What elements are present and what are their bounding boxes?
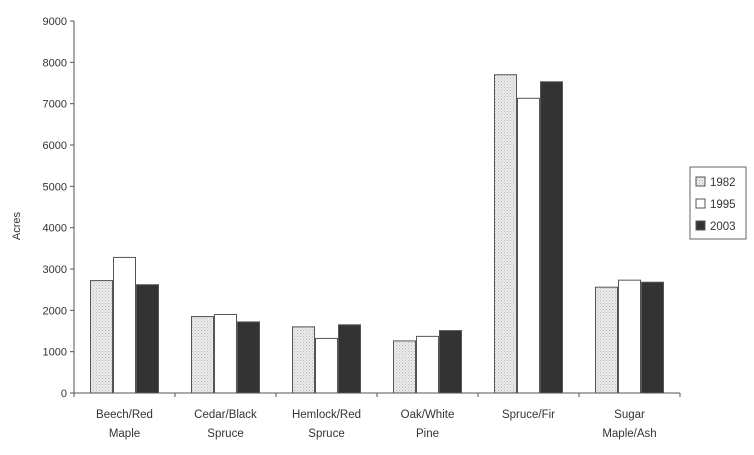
bar-1982 (494, 74, 517, 394)
legend-swatch-1982 (695, 176, 706, 187)
legend-swatch-1995 (695, 198, 706, 209)
legend-label-2003: 2003 (710, 221, 736, 233)
bar-1995 (416, 335, 439, 394)
bar-2003 (540, 81, 563, 394)
x-tick-label: Beech/Red Maple (96, 409, 153, 440)
bar-2003 (136, 284, 159, 394)
legend-label-1995: 1995 (710, 199, 736, 211)
y-tick-label: 2000 (43, 305, 67, 317)
x-tick-label: Oak/White Pine (401, 409, 455, 440)
bar-1995 (618, 279, 641, 394)
bar-2003 (237, 321, 260, 394)
y-tick-label: 8000 (43, 57, 67, 69)
x-tick-label: Spruce/Fir (502, 409, 555, 421)
y-tick-label: 9000 (43, 16, 67, 28)
x-tick-label: Hemlock/Red Spruce (292, 409, 361, 440)
legend-label-1982: 1982 (710, 177, 736, 189)
bar-1995 (113, 256, 136, 394)
y-tick-label: 1000 (43, 347, 67, 359)
bar-1982 (292, 326, 315, 394)
legend-swatch-2003 (695, 220, 706, 231)
y-tick-label: 5000 (43, 181, 67, 193)
legend: 1982 1995 2003 (689, 166, 747, 240)
bar-1995 (517, 97, 540, 394)
bar-1982 (191, 316, 214, 394)
bar-1995 (214, 313, 237, 394)
x-axis: Beech/Red Maple Cedar/Black Spruce Hemlock/R… (73, 392, 681, 440)
y-tick-label: 4000 (43, 223, 67, 235)
y-tick-label: 3000 (43, 264, 67, 276)
x-tick-label: Sugar Maple/Ash (602, 409, 656, 440)
bar-1982 (393, 340, 416, 394)
bar-2003 (439, 330, 462, 394)
y-tick-label: 7000 (43, 99, 67, 111)
bars (90, 74, 664, 394)
y-tick-label: 6000 (43, 140, 67, 152)
x-tick-label: Cedar/Black Spruce (194, 409, 257, 440)
y-axis: 0 1000 2000 3000 4000 5000 6000 7000 8000 9000 (43, 16, 75, 400)
bar-1982 (595, 286, 618, 394)
bar-1995 (315, 337, 338, 394)
y-tick-label: 0 (61, 388, 67, 400)
bar-1982 (90, 280, 113, 394)
bar-2003 (338, 324, 361, 394)
y-axis-title: Acres (11, 211, 23, 240)
bar-2003 (641, 281, 664, 394)
